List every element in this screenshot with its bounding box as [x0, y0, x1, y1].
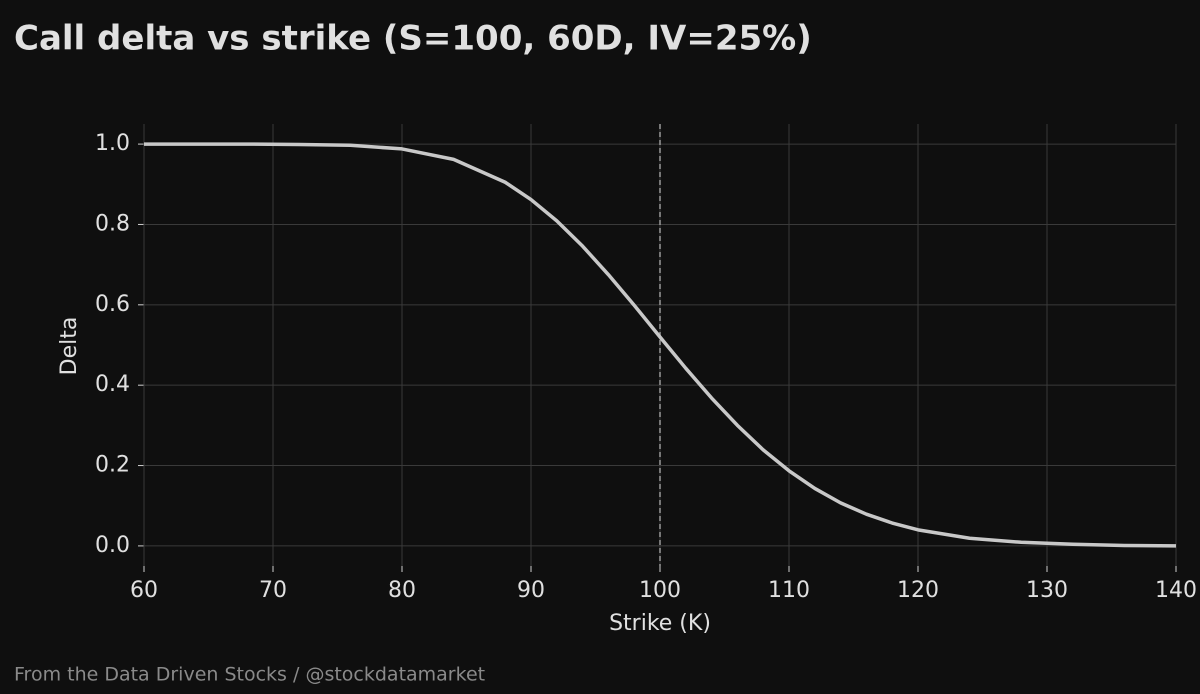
- x-tick-label: 90: [517, 578, 545, 603]
- y-axis-label: Delta: [57, 317, 82, 376]
- y-tick-label: 0.0: [95, 533, 130, 558]
- x-tick-label: 100: [639, 578, 681, 603]
- x-tick-label: 110: [768, 578, 810, 603]
- x-axis-label: Strike (K): [609, 611, 711, 636]
- delta-line: [144, 142, 1177, 548]
- x-tick-label: 80: [388, 578, 416, 603]
- x-tick-label: 130: [1026, 578, 1068, 603]
- x-tick-label: 140: [1155, 578, 1197, 603]
- y-tick-label: 0.8: [95, 211, 130, 236]
- y-tick-label: 0.6: [95, 292, 130, 317]
- y-tick-label: 0.2: [95, 453, 130, 478]
- x-tick-label: 120: [897, 578, 939, 603]
- y-tick-label: 1.0: [95, 131, 130, 156]
- x-tick-label: 70: [259, 578, 287, 603]
- y-tick-label: 0.4: [95, 372, 130, 397]
- x-tick-label: 60: [130, 578, 158, 603]
- chart-title: Call delta vs strike (S=100, 60D, IV=25%…: [14, 19, 812, 59]
- source-note: From the Data Driven Stocks / @stockdata…: [14, 664, 485, 686]
